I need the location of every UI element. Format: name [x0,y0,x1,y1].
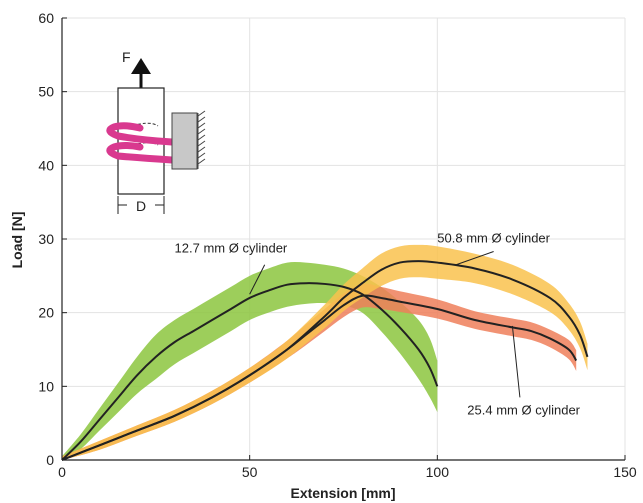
annotation-leader-2 [511,325,521,398]
annotation-label-1: 50.8 mm Ø cylinder [437,231,550,246]
annotation-label-2: 25.4 mm Ø cylinder [467,402,580,417]
x-tick-label-0: 0 [58,464,66,480]
hatch-line [197,110,206,117]
x-tick-label-3: 150 [613,464,637,480]
diameter-label: D [136,198,146,214]
y-axis-title: Load [N] [9,212,25,269]
y-tick-label-2: 20 [38,305,54,321]
annotation-leader-1 [455,251,494,266]
hatch-line [197,122,206,129]
line-series-2 [61,260,589,461]
x-tick-label-2: 100 [426,464,450,480]
hatch-line [197,134,206,141]
annotation-label-0: 12.7 mm Ø cylinder [175,240,288,255]
x-axis-title: Extension [mm] [290,485,395,501]
y-tick-label-0: 0 [46,452,54,468]
y-tick-label-4: 40 [38,157,54,173]
coil-upper-turn [106,122,176,146]
annotation-leader-0 [249,264,266,295]
clamp-block [171,112,198,170]
line-series-0 [61,282,439,461]
hatch-line [197,152,206,159]
x-tick-label-1: 50 [242,464,258,480]
y-tick-label-3: 30 [38,231,54,247]
y-tick-label-1: 10 [38,378,54,394]
force-arrow-head [131,58,151,74]
hatch-line [197,128,206,135]
inset-schematic: F D [106,49,206,214]
hatch-line [197,158,206,165]
hatch-line [197,116,206,123]
wall-hatch [197,110,206,169]
hatch-line [197,146,206,153]
x-ticks: 0 50 100 150 [58,455,637,480]
coil-lower-turn [106,142,176,164]
series-lines [61,260,589,461]
hatch-line [197,140,206,147]
force-label: F [122,49,131,65]
y-tick-label-6: 60 [38,10,54,26]
y-tick-label-5: 50 [38,84,54,100]
annotations: 12.7 mm Ø cylinder 50.8 mm Ø cylinder 25.4… [175,231,581,418]
y-ticks: 0 10 20 30 40 50 60 [38,10,67,468]
band-series-0 [62,262,438,460]
